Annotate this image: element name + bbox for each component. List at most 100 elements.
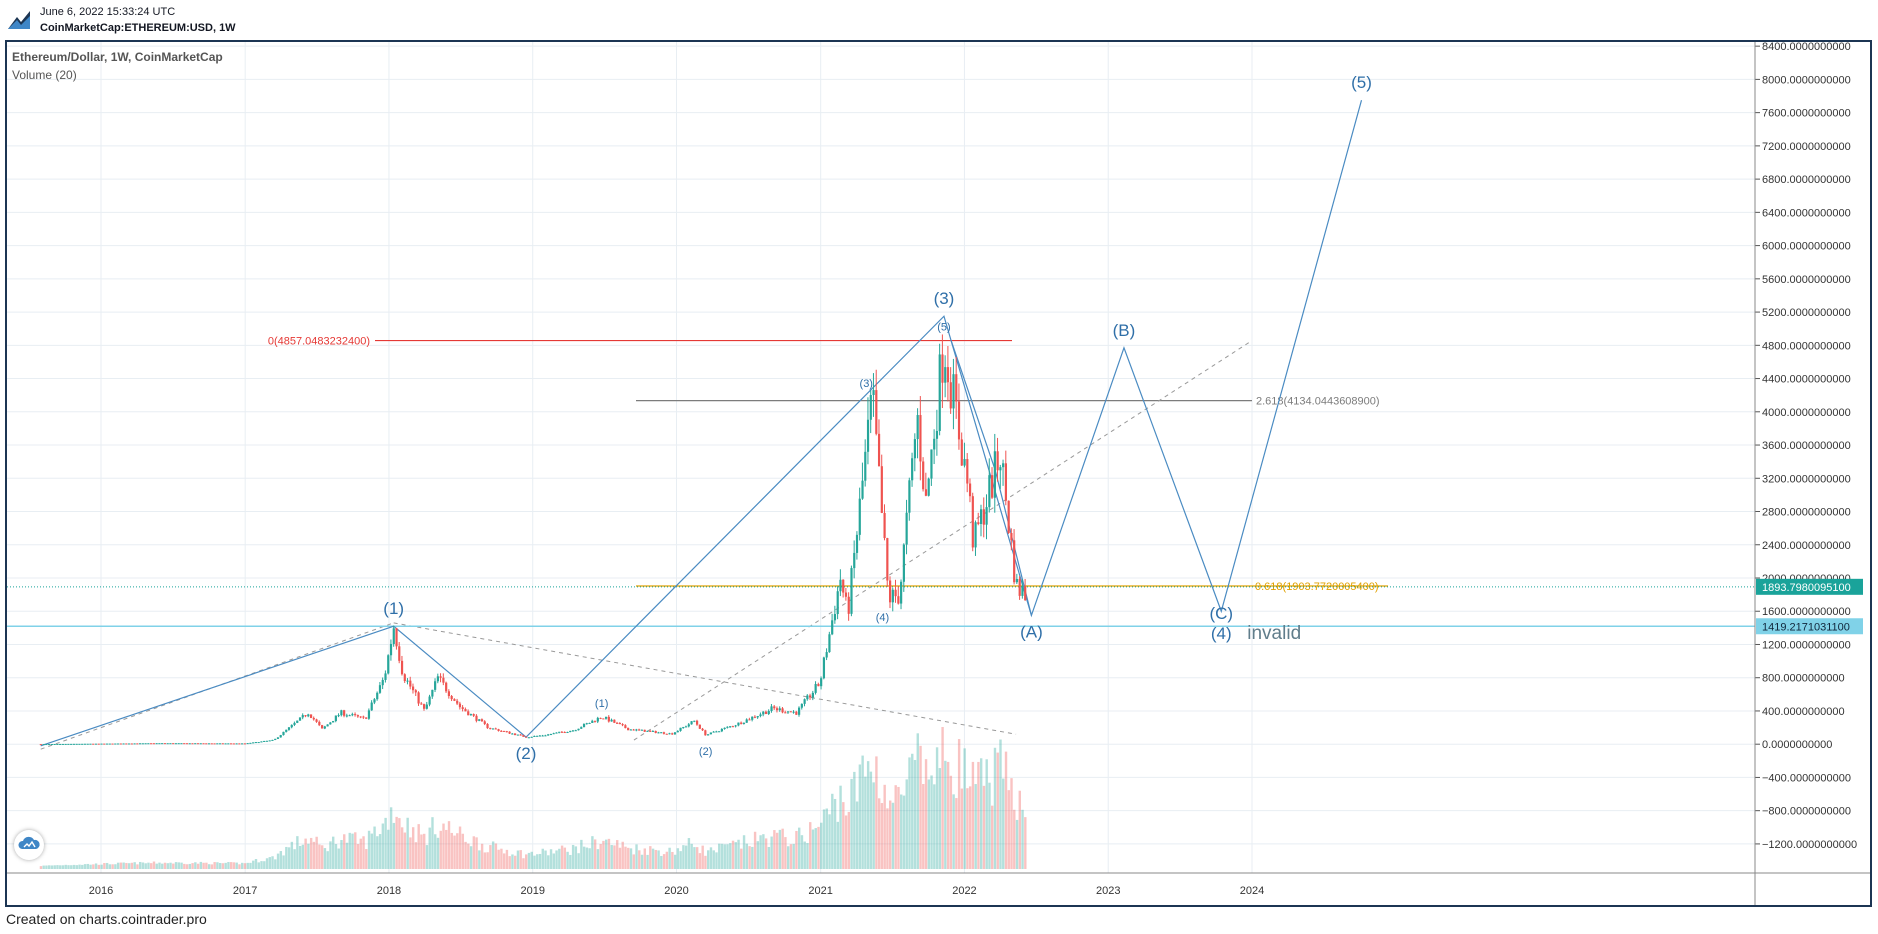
candle-body bbox=[778, 708, 781, 711]
x-tick-label: 2017 bbox=[233, 885, 257, 897]
candle-body bbox=[491, 728, 495, 730]
volume-bar bbox=[304, 838, 307, 869]
candle-body bbox=[105, 743, 109, 745]
x-tick-label: 2019 bbox=[520, 885, 544, 897]
volume-bar bbox=[864, 776, 867, 869]
candle-body bbox=[381, 679, 384, 686]
candle-body bbox=[389, 643, 393, 656]
volume-bar bbox=[511, 854, 514, 869]
volume-bar bbox=[999, 739, 1002, 869]
candle-body bbox=[762, 711, 765, 715]
volume-bar bbox=[888, 800, 892, 869]
volume-bar bbox=[130, 862, 134, 869]
volume-bar bbox=[971, 761, 975, 869]
candle-body bbox=[114, 743, 117, 745]
y-tick-label: 400.0000000000 bbox=[1762, 706, 1845, 718]
candle-body bbox=[45, 744, 48, 746]
candle-body bbox=[869, 394, 872, 420]
volume-bar bbox=[318, 844, 321, 869]
volume-bar bbox=[260, 861, 263, 869]
volume-bar bbox=[53, 865, 56, 869]
candle-body bbox=[378, 685, 382, 693]
candle-body bbox=[541, 735, 544, 737]
candle-body bbox=[318, 721, 321, 726]
x-tick-label: 2021 bbox=[808, 885, 832, 897]
candle-body bbox=[547, 734, 550, 736]
candle-body bbox=[900, 581, 903, 604]
volume-bar bbox=[707, 850, 710, 869]
y-tick-label: 4800.0000000000 bbox=[1762, 340, 1851, 352]
snapshot-button[interactable] bbox=[14, 830, 44, 860]
candle-body bbox=[257, 742, 260, 744]
volume-bar bbox=[740, 848, 743, 869]
candle-body bbox=[712, 731, 715, 733]
chart-frame bbox=[5, 40, 1872, 907]
y-tick-label: −400.0000000000 bbox=[1762, 772, 1851, 784]
candle-body bbox=[70, 743, 73, 745]
volume-bar bbox=[354, 832, 357, 869]
volume-bar bbox=[431, 817, 434, 869]
candle-body bbox=[902, 544, 905, 582]
candle-body bbox=[42, 744, 45, 746]
candle-body bbox=[332, 721, 335, 723]
volume-bar bbox=[905, 779, 908, 869]
candle-body bbox=[839, 579, 842, 592]
candle-body bbox=[276, 737, 280, 739]
candle-body bbox=[767, 710, 770, 715]
volume-bar bbox=[952, 794, 955, 869]
volume-bar bbox=[985, 759, 988, 869]
volume-bar bbox=[693, 847, 696, 869]
volume-bar bbox=[800, 835, 804, 869]
candle-body bbox=[891, 589, 894, 603]
candle-body bbox=[792, 711, 795, 713]
candle-body bbox=[202, 743, 205, 745]
candle-body bbox=[464, 709, 467, 712]
volume-bar bbox=[282, 855, 285, 869]
volume-bar bbox=[789, 844, 793, 869]
candle-body bbox=[988, 475, 991, 508]
volume-bar bbox=[392, 822, 396, 869]
candle-body bbox=[500, 730, 503, 732]
volume-bar bbox=[235, 862, 238, 869]
candle-body bbox=[718, 731, 721, 733]
wave-label: (3) bbox=[934, 289, 955, 308]
volume-bar bbox=[682, 845, 685, 869]
chart-legend-volume: Volume (20) bbox=[12, 68, 77, 82]
volume-bar bbox=[425, 845, 429, 869]
candle-body bbox=[555, 732, 558, 734]
volume-bar bbox=[955, 798, 958, 869]
candle-body bbox=[456, 700, 459, 704]
volume-bar bbox=[731, 840, 735, 869]
volume-bar bbox=[720, 843, 724, 869]
candle-body bbox=[770, 706, 773, 711]
volume-bar bbox=[599, 843, 602, 869]
candle-body bbox=[707, 734, 710, 736]
candle-body bbox=[842, 579, 845, 593]
volume-bar bbox=[569, 854, 572, 869]
volume-bar bbox=[141, 862, 145, 869]
candle-body bbox=[279, 735, 282, 738]
volume-bar bbox=[246, 862, 249, 869]
candle-body bbox=[1007, 500, 1010, 533]
candle-body bbox=[632, 729, 635, 731]
candle-body bbox=[574, 730, 577, 732]
volume-bar bbox=[718, 843, 721, 869]
volume-bar bbox=[144, 863, 147, 869]
candle-body bbox=[453, 699, 456, 701]
candle-body bbox=[480, 719, 484, 722]
current-price-badge-bg bbox=[1756, 578, 1863, 595]
candle-body bbox=[326, 724, 329, 727]
volume-bar bbox=[1021, 809, 1024, 869]
volume-bar bbox=[886, 808, 889, 869]
candle-body bbox=[971, 496, 974, 548]
candle-body bbox=[613, 719, 616, 723]
candle-body bbox=[723, 727, 726, 729]
volume-bar bbox=[541, 848, 544, 869]
candle-body bbox=[125, 743, 128, 745]
candle-body bbox=[348, 715, 351, 717]
wave-label: (2) bbox=[516, 744, 537, 763]
candle-body bbox=[800, 703, 803, 708]
volume-bar bbox=[147, 862, 150, 869]
volume-bar bbox=[268, 857, 271, 869]
